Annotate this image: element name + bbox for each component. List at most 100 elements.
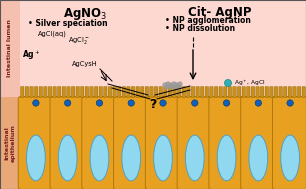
FancyBboxPatch shape [90,87,93,97]
FancyBboxPatch shape [210,87,213,97]
Circle shape [223,100,230,106]
FancyBboxPatch shape [99,87,103,97]
FancyBboxPatch shape [159,87,162,97]
Text: AgCl$_2^-$: AgCl$_2^-$ [68,36,90,46]
Circle shape [65,100,71,106]
Text: • NP agglomeration: • NP agglomeration [165,16,251,25]
Circle shape [225,80,232,87]
FancyBboxPatch shape [265,87,268,97]
Ellipse shape [185,135,204,181]
Circle shape [174,84,178,88]
FancyBboxPatch shape [95,87,98,97]
Circle shape [166,82,170,86]
Circle shape [33,100,39,106]
Ellipse shape [154,135,172,181]
FancyBboxPatch shape [58,87,61,97]
Text: • Silver speciation: • Silver speciation [28,19,108,28]
FancyBboxPatch shape [241,97,276,189]
FancyBboxPatch shape [293,87,296,97]
FancyBboxPatch shape [85,87,89,97]
FancyBboxPatch shape [35,87,38,97]
Ellipse shape [90,135,109,181]
FancyBboxPatch shape [288,87,292,97]
FancyBboxPatch shape [182,87,185,97]
Text: AgNO$_3$: AgNO$_3$ [63,6,107,22]
FancyBboxPatch shape [118,87,121,97]
Bar [0,97,306,189]
FancyBboxPatch shape [50,97,85,189]
Circle shape [255,100,262,106]
Circle shape [169,83,173,87]
FancyBboxPatch shape [48,87,52,97]
FancyBboxPatch shape [224,87,227,97]
FancyBboxPatch shape [173,87,176,97]
FancyBboxPatch shape [297,87,301,97]
FancyBboxPatch shape [205,87,208,97]
FancyBboxPatch shape [76,87,79,97]
Circle shape [160,100,166,106]
FancyBboxPatch shape [114,97,149,189]
Ellipse shape [217,135,236,181]
FancyBboxPatch shape [140,87,144,97]
FancyBboxPatch shape [233,87,236,97]
FancyBboxPatch shape [274,87,278,97]
Text: AgCl(aq): AgCl(aq) [38,31,67,37]
FancyBboxPatch shape [187,87,190,97]
FancyBboxPatch shape [18,97,54,189]
FancyBboxPatch shape [200,87,204,97]
FancyBboxPatch shape [196,87,199,97]
FancyBboxPatch shape [30,87,33,97]
FancyBboxPatch shape [145,87,148,97]
FancyBboxPatch shape [80,87,84,97]
FancyBboxPatch shape [21,87,24,97]
Circle shape [192,100,198,106]
FancyBboxPatch shape [302,87,305,97]
FancyBboxPatch shape [284,87,287,97]
FancyBboxPatch shape [39,87,43,97]
Bar [0,0,306,97]
FancyBboxPatch shape [279,87,282,97]
Text: Ag$^+$, AgCl: Ag$^+$, AgCl [234,78,266,88]
Circle shape [178,82,182,86]
FancyBboxPatch shape [209,97,244,189]
FancyBboxPatch shape [155,87,158,97]
FancyBboxPatch shape [108,87,112,97]
Text: • NP dissolution: • NP dissolution [165,24,235,33]
FancyBboxPatch shape [67,87,70,97]
Circle shape [175,83,179,87]
FancyBboxPatch shape [136,87,139,97]
FancyBboxPatch shape [177,97,212,189]
FancyBboxPatch shape [71,87,75,97]
FancyBboxPatch shape [164,87,167,97]
FancyBboxPatch shape [214,87,218,97]
Bar [0,97,20,189]
FancyBboxPatch shape [44,87,47,97]
Text: ?: ? [149,98,157,111]
Circle shape [172,82,176,86]
FancyBboxPatch shape [270,87,273,97]
FancyBboxPatch shape [260,87,264,97]
FancyBboxPatch shape [25,87,29,97]
Text: Cit- AgNP: Cit- AgNP [188,6,252,19]
FancyBboxPatch shape [104,87,107,97]
FancyBboxPatch shape [168,87,172,97]
FancyBboxPatch shape [145,97,181,189]
FancyBboxPatch shape [122,87,125,97]
FancyBboxPatch shape [247,87,250,97]
Circle shape [165,85,169,89]
FancyBboxPatch shape [113,87,116,97]
FancyBboxPatch shape [82,97,117,189]
Ellipse shape [249,135,268,181]
Text: Intestinal
epithelium: Intestinal epithelium [5,124,15,162]
Bar [0,0,20,97]
Circle shape [287,100,293,106]
FancyBboxPatch shape [219,87,222,97]
Circle shape [168,84,172,88]
Text: AgCysH: AgCysH [72,61,98,67]
Ellipse shape [281,135,300,181]
FancyBboxPatch shape [242,87,245,97]
Circle shape [96,100,103,106]
FancyBboxPatch shape [53,87,56,97]
Ellipse shape [58,135,77,181]
Circle shape [128,100,134,106]
